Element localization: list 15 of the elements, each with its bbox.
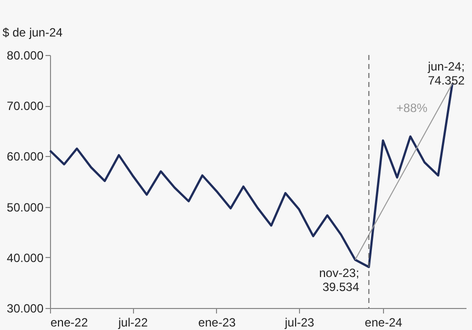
x-tick-label: jul-23: [284, 316, 315, 330]
y-tick-label: 80.000: [6, 48, 44, 62]
annotation: jun-24; 74.352: [426, 60, 465, 88]
y-tick-label: 40.000: [6, 250, 44, 265]
annotation: nov-23; 39.534: [319, 266, 360, 294]
annotation: +88%: [396, 101, 428, 116]
x-tick-label: ene-22: [50, 316, 88, 330]
y-tick-label: 70.000: [6, 99, 44, 114]
y-tick-label: 50.000: [6, 200, 44, 214]
y-tick-label: 60.000: [6, 150, 44, 164]
y-tick-label: 30.000: [6, 302, 44, 316]
x-tick-label: jul-22: [117, 316, 148, 330]
x-tick-label: ene-24: [364, 316, 402, 330]
x-tick-label: ene-23: [198, 316, 236, 330]
y-axis-title: $ de jun-24: [2, 26, 63, 40]
